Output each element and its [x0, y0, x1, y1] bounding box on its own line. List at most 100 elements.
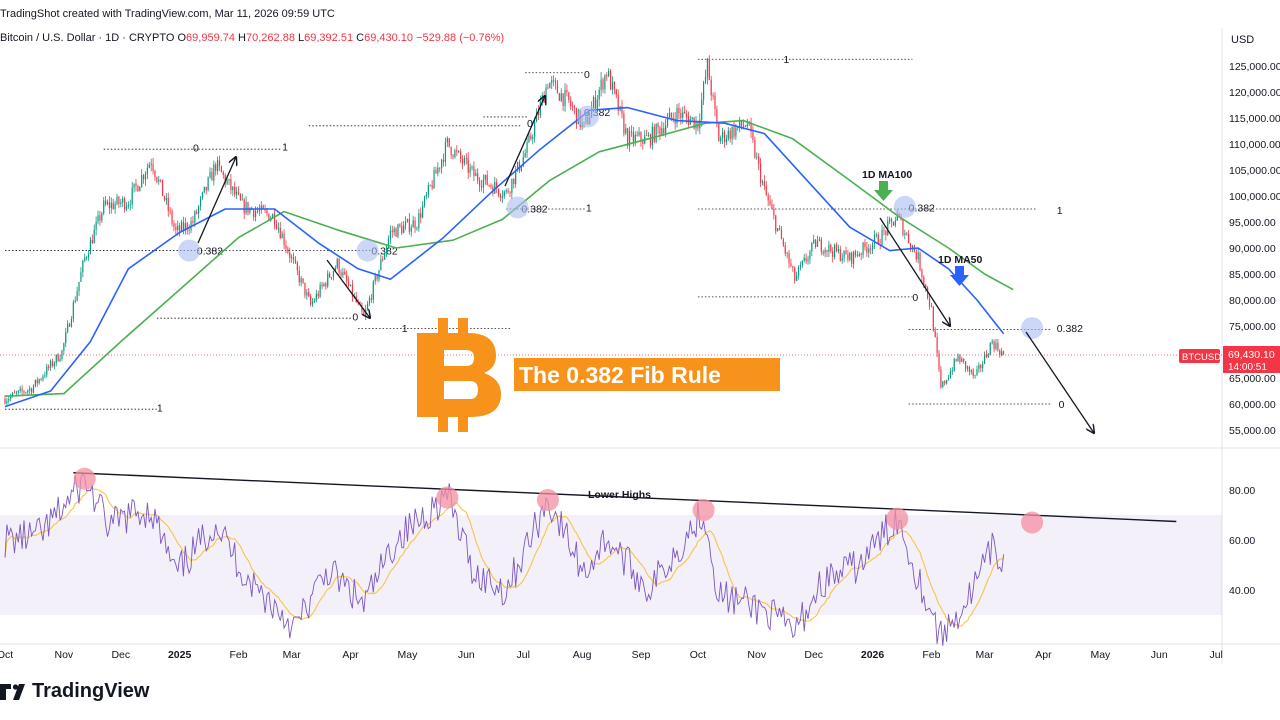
candle-body — [199, 197, 202, 207]
candle-body — [192, 221, 194, 223]
candle-body — [693, 117, 695, 129]
candle-body — [29, 388, 31, 391]
candle-body — [516, 162, 519, 171]
candle-body — [51, 361, 54, 367]
candle-body — [708, 59, 710, 80]
candle-body — [714, 95, 716, 110]
candle-body — [704, 77, 707, 83]
candle-body — [870, 248, 872, 250]
candle-body — [431, 185, 433, 189]
candle-body — [249, 207, 251, 213]
symbol-name: Bitcoin / U.S. Dollar · 1D · CRYPTO — [0, 32, 175, 44]
candle-body — [596, 99, 598, 109]
credit-text: TradingShot created with TradingView.com… — [0, 8, 335, 20]
candle-body — [376, 275, 378, 280]
candle-body — [665, 125, 667, 134]
candle-body — [600, 79, 602, 90]
candle-body — [881, 229, 883, 245]
candle-body — [777, 228, 779, 232]
candle-body — [860, 254, 862, 255]
candle-body — [511, 178, 513, 194]
candle-body — [370, 298, 372, 300]
candle-body — [222, 172, 224, 175]
ma50-label: 1D MA50 — [938, 254, 983, 266]
candle-body — [446, 138, 448, 143]
candle-body — [739, 120, 741, 128]
candle-body — [592, 97, 595, 109]
candle-body — [873, 235, 876, 244]
fib-touch-marker — [576, 105, 599, 128]
candle-body — [725, 138, 727, 143]
candle-body — [414, 220, 416, 229]
candle-body — [86, 257, 88, 258]
candle-body — [801, 260, 803, 266]
candle-body — [678, 107, 680, 114]
candle-body — [573, 107, 576, 109]
candle-body — [980, 365, 982, 368]
candle-body — [932, 306, 934, 331]
candle-body — [423, 196, 426, 206]
candle-body — [46, 366, 48, 376]
candle-body — [792, 266, 794, 268]
fib-level-label: 0 — [584, 69, 590, 81]
candle-body — [771, 204, 773, 210]
candle-body — [902, 219, 904, 236]
candle-body — [123, 198, 126, 210]
candle-body — [537, 112, 540, 116]
candle-body — [651, 126, 653, 146]
candle-body — [230, 179, 232, 191]
candle-body — [496, 182, 498, 189]
chart-canvas[interactable]: USD 125,000.00 120,000.00 115,000.00 110,000… — [0, 0, 1280, 680]
candle-body — [254, 211, 257, 217]
ma100-label: 1D MA100 — [862, 169, 912, 181]
candle-body — [110, 202, 112, 209]
ma50-arrow-icon — [950, 266, 969, 286]
candle-body — [458, 151, 460, 153]
candle-body — [790, 263, 792, 267]
candle-body — [528, 135, 530, 143]
candle-body — [608, 70, 610, 77]
rsi-high-marker — [436, 486, 459, 509]
candle-body — [871, 243, 874, 250]
candle-body — [625, 128, 627, 134]
candle-body — [659, 127, 661, 135]
candle-body — [653, 126, 655, 142]
candle-body — [182, 221, 185, 231]
candle-body — [78, 281, 80, 292]
fib-level-label: 0 — [527, 118, 533, 130]
fib-level-label: 1 — [586, 202, 592, 214]
candle-body — [830, 244, 832, 252]
candle-body — [773, 209, 775, 216]
candle-body — [482, 179, 484, 188]
candle-body — [987, 355, 989, 357]
candle-body — [991, 341, 993, 344]
candle-body — [602, 79, 604, 90]
rsi-high-marker — [1021, 511, 1044, 534]
candle-body — [970, 370, 972, 372]
price-badge-value: 69,430.10 — [1228, 349, 1275, 361]
price-tick-label: 60,000.00 — [1229, 399, 1276, 411]
bitcoin-logo-icon — [417, 318, 501, 432]
candle-body — [42, 376, 44, 380]
candle-body — [598, 89, 600, 100]
candle-body — [640, 132, 642, 141]
candle-body — [507, 190, 509, 193]
candle-body — [964, 361, 967, 369]
change-value: −529.88 (−0.76%) — [416, 32, 505, 44]
candle-body — [494, 182, 496, 194]
fib-touch-marker — [893, 195, 916, 218]
candle-body — [621, 106, 623, 114]
candle-body — [630, 131, 633, 133]
candle-body — [427, 185, 429, 195]
candle-body — [442, 159, 445, 162]
candle-body — [609, 70, 612, 90]
candle-body — [628, 131, 631, 146]
symbol-badge-text: BTCUSD — [1182, 352, 1221, 363]
price-tick-label: 65,000.00 — [1229, 373, 1276, 385]
candle-body — [917, 252, 919, 260]
candle-body — [273, 214, 276, 225]
candle-body — [275, 224, 278, 229]
rsi-tick-label: 60.00 — [1229, 535, 1255, 547]
candle-body — [473, 166, 475, 177]
candle-body — [866, 247, 868, 253]
